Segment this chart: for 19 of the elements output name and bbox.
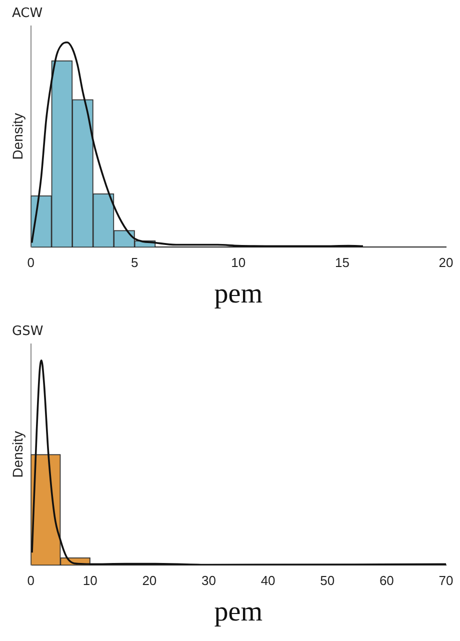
x-tick-label: 20 [438,255,454,270]
x-tick-label: 20 [142,573,157,588]
y-axis-title: Density [9,113,26,160]
x-tick-label: 10 [82,573,98,588]
x-tick-label: 40 [260,573,276,588]
x-tick-label: 50 [320,573,335,588]
x-axis-title: pem [214,596,263,628]
x-tick-label: 60 [379,573,394,588]
x-tick-label: 10 [231,255,246,270]
y-axis-title: Density [9,431,26,478]
x-axis-title: pem [214,278,263,310]
x-tick-label: 70 [438,573,454,588]
x-tick-label: 30 [202,573,216,588]
x-tick-label: 5 [130,255,138,270]
x-tick-label: 0 [27,255,34,270]
chart-title: ACW [12,6,43,21]
x-tick-label: 0 [27,573,34,588]
x-tick-label: 15 [334,255,350,270]
chart-title: GSW [12,324,44,339]
